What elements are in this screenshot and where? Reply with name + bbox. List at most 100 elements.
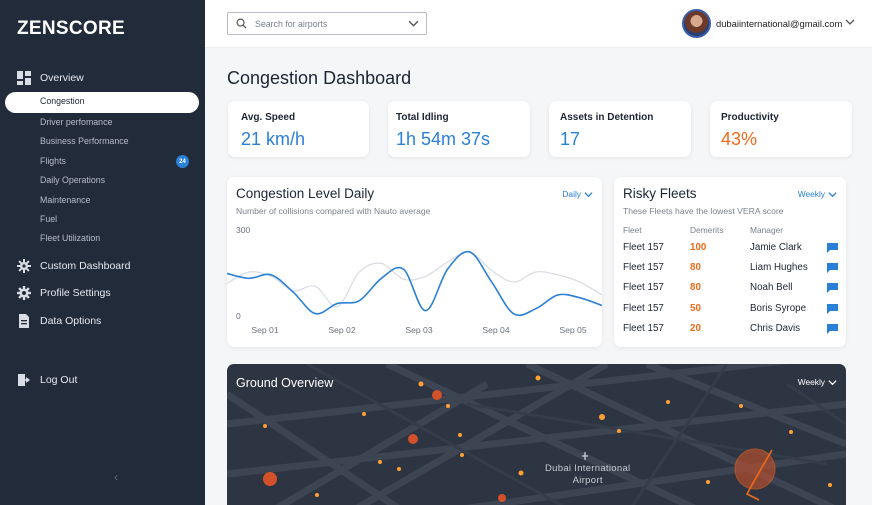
kpi-card-productivity: Productivity 43% xyxy=(710,101,852,157)
period-dropdown-map-weekly[interactable]: Weekly xyxy=(798,377,837,387)
period-dropdown-weekly[interactable]: Weekly xyxy=(798,189,837,199)
sidebar-subitem-flights[interactable]: Flights xyxy=(40,156,66,166)
sidebar-item-label: Overview xyxy=(40,72,84,84)
y-tick-label: 0 xyxy=(236,311,241,321)
demerits-cell: 20 xyxy=(690,323,701,334)
sidebar-subitem-fuel[interactable]: Fuel xyxy=(40,214,58,224)
chevron-down-icon[interactable] xyxy=(408,18,419,29)
risky-title: Risky Fleets xyxy=(623,186,697,201)
chevron-down-icon xyxy=(828,191,837,197)
column-header-manager: Manager xyxy=(750,225,784,235)
cog-grid-icon xyxy=(17,259,31,273)
kpi-card-total-idling: Total Idling 1h 54m 37s xyxy=(388,101,530,157)
demerits-cell: 80 xyxy=(690,282,701,293)
airport-map-label: Dubai International Airport xyxy=(545,463,630,487)
message-manager-icon[interactable] xyxy=(827,304,838,314)
manager-cell: Chris Davis xyxy=(750,323,801,334)
sidebar-subitem-label: Congestion xyxy=(40,96,85,106)
map-streets xyxy=(227,364,846,505)
x-tick-label: Sep 02 xyxy=(328,325,355,335)
airport-search[interactable] xyxy=(227,12,427,35)
kpi-card-assets-detention: Assets in Detention 17 xyxy=(549,101,691,157)
sidebar-item-data-options[interactable]: Data Options xyxy=(17,312,101,330)
sidebar-subitem-fleet-utilization[interactable]: Fleet Utilization xyxy=(40,233,101,243)
kpi-card-avg-speed: Avg. Speed 21 km/h xyxy=(228,101,369,157)
x-tick-label: Sep 03 xyxy=(405,325,432,335)
chart-subtitle: Number of collisions compared with Nauto… xyxy=(236,206,431,216)
period-label: Weekly xyxy=(797,189,825,199)
flights-count-badge: 24 xyxy=(176,155,189,168)
account-chevron-down-icon[interactable] xyxy=(845,17,855,27)
kpi-label: Total Idling xyxy=(396,112,449,123)
top-header: dubaiinternational@gmail.com xyxy=(205,0,872,48)
kpi-label: Assets in Detention xyxy=(560,112,654,123)
dashboard-icon xyxy=(17,71,31,85)
message-manager-icon[interactable] xyxy=(827,324,838,334)
sidebar-subitem-driver-performance[interactable]: Driver perfomance xyxy=(40,117,113,127)
airport-label-line: Dubai International xyxy=(545,463,631,474)
risky-subtitle: These Fleets have the lowest VERA score xyxy=(623,206,784,216)
fleet-cell: Fleet 157 xyxy=(623,242,664,253)
sidebar-subitem-daily-operations[interactable]: Daily Operations xyxy=(40,175,106,185)
message-manager-icon[interactable] xyxy=(827,243,838,253)
period-dropdown-daily[interactable]: Daily xyxy=(562,189,593,199)
fleet-cell: Fleet 157 xyxy=(623,282,664,293)
fleet-cell: Fleet 157 xyxy=(623,323,664,334)
kpi-label: Productivity xyxy=(721,112,779,123)
gear-icon xyxy=(17,286,31,300)
manager-cell: Liam Hughes xyxy=(750,262,808,273)
congestion-chart-card: Congestion Level Daily Number of collisi… xyxy=(227,177,602,347)
demerits-cell: 80 xyxy=(690,262,701,273)
sidebar-item-overview[interactable]: Overview xyxy=(17,69,84,87)
map-title: Ground Overview xyxy=(236,376,334,390)
period-label: Weekly xyxy=(797,377,825,387)
chevron-down-icon xyxy=(828,379,837,385)
manager-cell: Noah Bell xyxy=(750,282,793,293)
document-icon xyxy=(17,314,31,328)
sidebar-item-label: Profile Settings xyxy=(40,287,111,299)
sidebar-item-logout[interactable]: Log Out xyxy=(17,371,77,389)
kpi-value: 21 km/h xyxy=(241,129,306,149)
app-logo: ZENSCORE xyxy=(17,18,125,39)
column-header-demerits: Demerits xyxy=(690,225,724,235)
risky-fleets-card: Risky Fleets These Fleets have the lowes… xyxy=(614,177,846,347)
x-tick-label: Sep 04 xyxy=(482,325,509,335)
sidebar-item-custom-dashboard[interactable]: Custom Dashboard xyxy=(17,257,130,275)
fleet-cell: Fleet 157 xyxy=(623,262,664,273)
congestion-line-chart: 300 0 Sep 01 Sep 02 Sep 03 Sep 04 Sep 05 xyxy=(227,225,602,335)
kpi-label: Avg. Speed xyxy=(241,112,296,123)
account-email[interactable]: dubaiinternational@gmail.com xyxy=(716,18,843,29)
kpi-value: 1h 54m 37s xyxy=(396,129,491,149)
ground-overview-map[interactable]: Ground Overview Weekly Dubai Internation… xyxy=(227,364,846,505)
sidebar-subitem-congestion[interactable]: Congestion xyxy=(5,92,199,113)
sidebar-subitem-business-performance[interactable]: Business Performance xyxy=(40,136,129,146)
sidebar-subitem-maintenance[interactable]: Maintenance xyxy=(40,195,91,205)
series-line-primary xyxy=(227,250,602,317)
sidebar-item-profile-settings[interactable]: Profile Settings xyxy=(17,284,111,302)
x-tick-label: Sep 05 xyxy=(559,325,586,335)
message-manager-icon[interactable] xyxy=(827,283,838,293)
period-label: Daily xyxy=(562,189,581,199)
kpi-value: 43% xyxy=(721,129,758,149)
chevron-down-icon xyxy=(584,191,593,197)
search-input[interactable] xyxy=(255,18,405,29)
search-icon xyxy=(236,18,247,29)
message-manager-icon[interactable] xyxy=(827,263,838,273)
kpi-value: 17 xyxy=(560,129,581,149)
x-tick-label: Sep 01 xyxy=(251,325,278,335)
y-tick-label: 300 xyxy=(236,225,250,235)
collapse-sidebar-button[interactable]: ‹ xyxy=(114,470,118,484)
column-header-fleet: Fleet xyxy=(623,225,642,235)
airport-label-line: Airport xyxy=(572,475,603,486)
demerits-cell: 50 xyxy=(690,303,701,314)
series-line-average xyxy=(227,251,602,308)
sidebar: ZENSCORE Overview Congestion Driver perf… xyxy=(0,0,205,505)
fleet-cell: Fleet 157 xyxy=(623,303,664,314)
manager-cell: Boris Syrope xyxy=(750,303,807,314)
sidebar-item-label: Data Options xyxy=(40,315,102,327)
sidebar-item-label: Log Out xyxy=(40,374,78,386)
logout-icon xyxy=(17,373,31,387)
avatar[interactable] xyxy=(682,9,711,38)
page-title: Congestion Dashboard xyxy=(227,68,412,88)
sidebar-item-label: Custom Dashboard xyxy=(40,260,131,272)
